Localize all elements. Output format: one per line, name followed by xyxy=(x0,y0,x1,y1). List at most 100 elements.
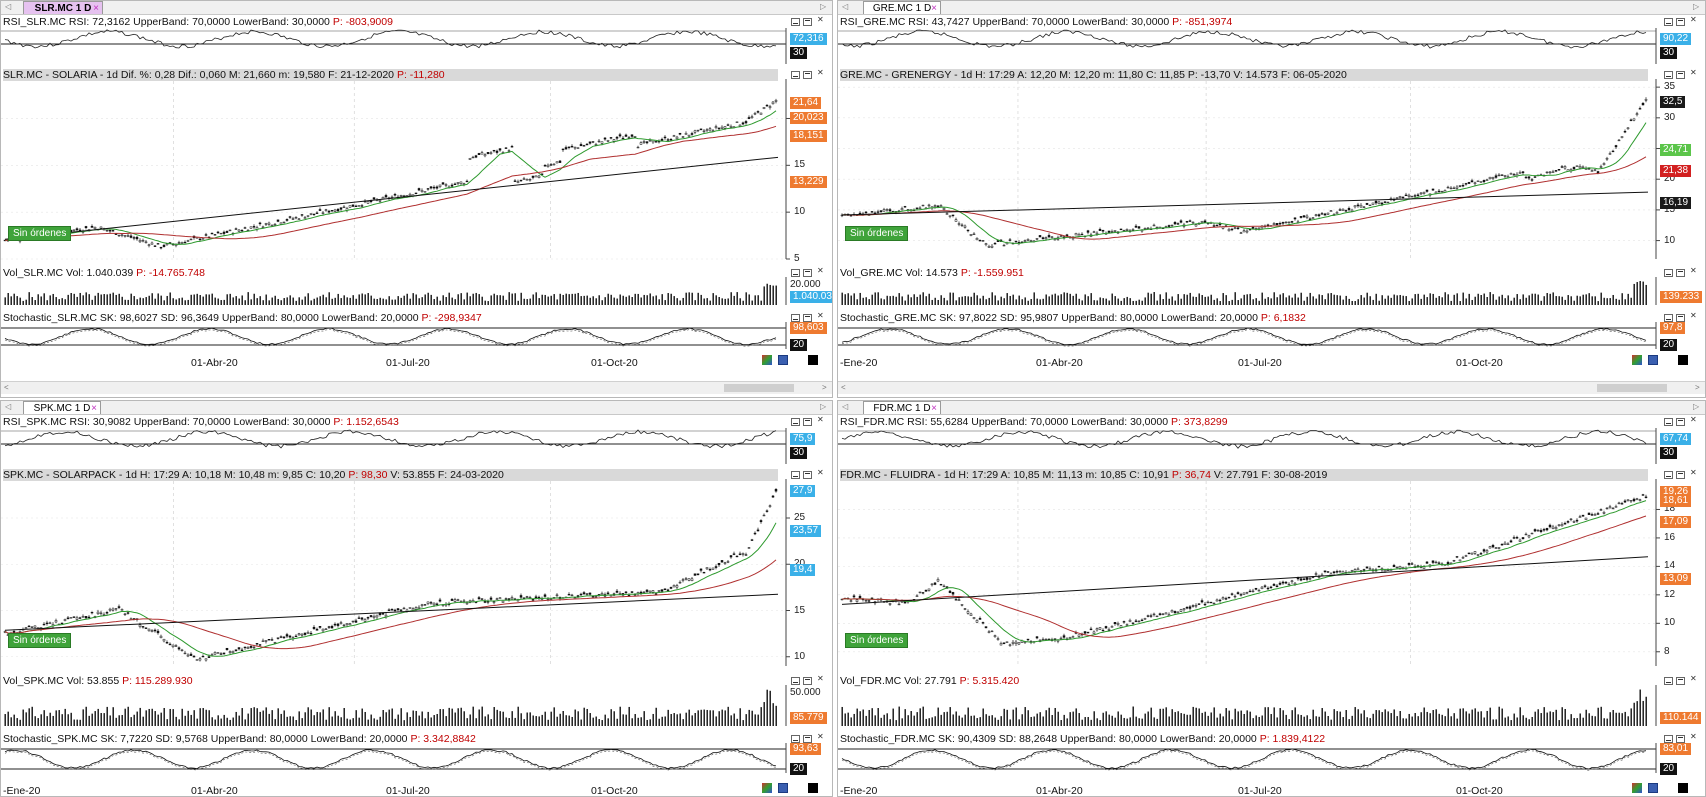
close-pane-icon[interactable] xyxy=(817,415,826,426)
close-pane-icon[interactable] xyxy=(1690,68,1699,79)
tab-spk[interactable]: SPK.MC 1 D × xyxy=(23,401,101,414)
tab-fdr[interactable]: FDR.MC 1 D × xyxy=(863,401,941,414)
tab-close-icon[interactable]: × xyxy=(931,3,937,14)
maximize-button[interactable] xyxy=(803,71,812,79)
scroll-right-icon[interactable]: ▷ xyxy=(1693,402,1700,411)
close-pane-icon[interactable] xyxy=(1690,266,1699,277)
color-square-icon[interactable] xyxy=(1678,783,1688,793)
minimize-button[interactable] xyxy=(791,735,800,743)
minimize-button[interactable] xyxy=(1664,71,1673,79)
maximize-button[interactable] xyxy=(1676,735,1685,743)
tab-close-icon[interactable]: × xyxy=(931,403,937,414)
maximize-button[interactable] xyxy=(803,269,812,277)
orders-button[interactable]: Sin órdenes xyxy=(8,226,72,241)
close-pane-icon[interactable] xyxy=(817,266,826,277)
close-pane-icon[interactable] xyxy=(1690,415,1699,426)
tab-close-icon[interactable]: × xyxy=(93,3,99,14)
color-square-icon[interactable] xyxy=(808,783,818,793)
save-icon[interactable] xyxy=(778,355,788,365)
palette-icon[interactable] xyxy=(1632,355,1642,365)
close-pane-icon[interactable] xyxy=(817,311,826,322)
minimize-button[interactable] xyxy=(1664,269,1673,277)
color-square-icon[interactable] xyxy=(808,355,818,365)
close-pane-icon[interactable] xyxy=(817,468,826,479)
minimize-button[interactable] xyxy=(791,269,800,277)
orders-button[interactable]: Sin órdenes xyxy=(845,633,909,648)
minimize-button[interactable] xyxy=(791,71,800,79)
tab-close-icon[interactable]: × xyxy=(91,403,97,414)
close-pane-icon[interactable] xyxy=(1690,468,1699,479)
horizontal-scrollbar[interactable]: < > xyxy=(1,381,832,394)
maximize-button[interactable] xyxy=(803,18,812,26)
scroll-left-icon[interactable]: ◁ xyxy=(5,2,12,11)
orders-button[interactable]: Sin órdenes xyxy=(8,633,72,648)
date-axis-label: -Ene-20 xyxy=(840,785,878,797)
price-axis-label: 20,023 xyxy=(790,112,827,125)
maximize-button[interactable] xyxy=(1676,471,1685,479)
minimize-button[interactable] xyxy=(1664,471,1673,479)
scroll-left-icon[interactable]: ◁ xyxy=(842,2,849,11)
minimize-button[interactable] xyxy=(791,677,800,685)
scroll-left-icon[interactable]: ◁ xyxy=(842,402,849,411)
maximize-button[interactable] xyxy=(1676,418,1685,426)
price-tick-label: 10 xyxy=(794,650,806,662)
scroll-left-icon[interactable]: ◁ xyxy=(5,402,12,411)
save-icon[interactable] xyxy=(1648,355,1658,365)
close-pane-icon[interactable] xyxy=(817,68,826,79)
minimize-button[interactable] xyxy=(791,314,800,322)
maximize-button[interactable] xyxy=(1676,18,1685,26)
price-axis-label: 13,229 xyxy=(790,175,827,188)
save-icon[interactable] xyxy=(1648,783,1658,793)
minimize-button[interactable] xyxy=(791,418,800,426)
minimize-button[interactable] xyxy=(1664,418,1673,426)
scroll-left-arrow-icon[interactable]: < xyxy=(4,383,9,392)
minimize-button[interactable] xyxy=(1664,18,1673,26)
vol-value-label: 85.779 xyxy=(790,712,827,724)
maximize-button[interactable] xyxy=(803,418,812,426)
stoch-header-text: Stochastic_SLR.MC SK: 98,6027 SD: 96,364… xyxy=(3,312,419,324)
scrollbar-thumb[interactable] xyxy=(724,384,794,392)
minimize-button[interactable] xyxy=(1664,735,1673,743)
maximize-button[interactable] xyxy=(1676,677,1685,685)
minimize-button[interactable] xyxy=(791,18,800,26)
maximize-button[interactable] xyxy=(803,314,812,322)
scroll-left-arrow-icon[interactable]: < xyxy=(841,383,846,392)
minimize-button[interactable] xyxy=(791,471,800,479)
maximize-button[interactable] xyxy=(803,677,812,685)
palette-icon[interactable] xyxy=(1632,783,1642,793)
price-tick-label: 35 xyxy=(1664,81,1676,93)
palette-icon[interactable] xyxy=(762,783,772,793)
color-square-icon[interactable] xyxy=(1678,355,1688,365)
rsi-p-value: P: -803,9009 xyxy=(332,16,393,28)
maximize-button[interactable] xyxy=(1676,269,1685,277)
close-pane-icon[interactable] xyxy=(1690,674,1699,685)
close-pane-icon[interactable] xyxy=(817,15,826,26)
scroll-right-arrow-icon[interactable]: > xyxy=(822,383,827,392)
stoch-header: Stochastic_SPK.MC SK: 7,7220 SD: 9,5768 … xyxy=(3,733,778,745)
date-axis-label: 01-Oct-20 xyxy=(591,357,638,369)
minimize-button[interactable] xyxy=(1664,677,1673,685)
minimize-button[interactable] xyxy=(1664,314,1673,322)
maximize-button[interactable] xyxy=(1676,71,1685,79)
price-header-tail: V: 53.855 F: 24-03-2020 xyxy=(390,469,504,481)
maximize-button[interactable] xyxy=(803,471,812,479)
tab-gre[interactable]: GRE.MC 1 D × xyxy=(863,1,941,14)
orders-button[interactable]: Sin órdenes xyxy=(845,226,909,241)
close-pane-icon[interactable] xyxy=(1690,732,1699,743)
close-pane-icon[interactable] xyxy=(1690,311,1699,322)
scroll-right-icon[interactable]: ▷ xyxy=(820,402,827,411)
maximize-button[interactable] xyxy=(803,735,812,743)
scroll-right-icon[interactable]: ▷ xyxy=(1693,2,1700,11)
maximize-button[interactable] xyxy=(1676,314,1685,322)
scroll-right-arrow-icon[interactable]: > xyxy=(1695,383,1700,392)
close-pane-icon[interactable] xyxy=(817,674,826,685)
palette-icon[interactable] xyxy=(762,355,772,365)
scrollbar-thumb[interactable] xyxy=(1597,384,1667,392)
scroll-right-icon[interactable]: ▷ xyxy=(820,2,827,11)
horizontal-scrollbar[interactable]: < > xyxy=(838,381,1705,394)
close-pane-icon[interactable] xyxy=(817,732,826,743)
vol-header-text: Vol_GRE.MC Vol: 14.573 xyxy=(840,267,958,279)
close-pane-icon[interactable] xyxy=(1690,15,1699,26)
save-icon[interactable] xyxy=(778,783,788,793)
tab-slr[interactable]: SLR.MC 1 D × xyxy=(23,1,103,14)
